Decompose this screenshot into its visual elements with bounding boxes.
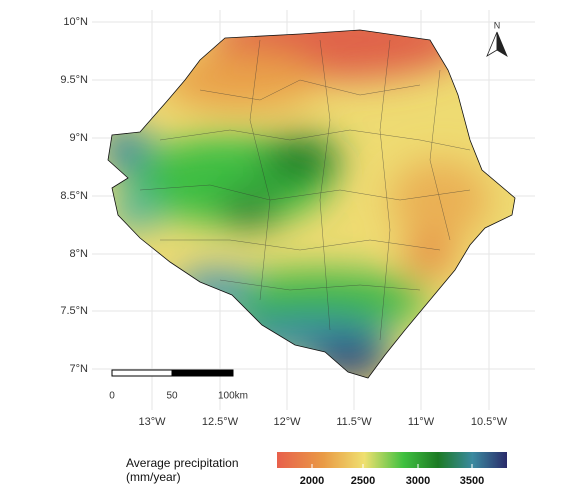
- y-tick-label: 9°N: [70, 132, 89, 144]
- legend-tick: 3000: [406, 475, 430, 487]
- legend-title: (mm/year): [126, 470, 181, 484]
- north-label: N: [494, 20, 501, 30]
- north-arrow: N: [486, 20, 508, 57]
- y-tick-label: 7°N: [70, 363, 89, 375]
- country-border: [107, 29, 516, 379]
- x-tick-label: 12.5°W: [202, 416, 239, 428]
- x-tick-label: 10.5°W: [471, 416, 508, 428]
- legend-tick: 3500: [460, 475, 484, 487]
- district-borders: [139, 39, 471, 341]
- legend: Average precipitation (mm/year) 2000 250…: [126, 452, 507, 487]
- scale-label: 0: [109, 391, 115, 402]
- precipitation-surface: [108, 30, 515, 378]
- legend-title: Average precipitation: [126, 456, 239, 470]
- x-tick-label: 11°W: [408, 416, 435, 428]
- scale-label: 100km: [218, 391, 248, 402]
- scale-bar: 0 50 100km: [109, 369, 248, 402]
- y-axis: 10°N 9.5°N 9°N 8.5°N 8°N 7.5°N 7°N: [60, 16, 88, 375]
- x-tick-label: 11.5°W: [336, 416, 372, 428]
- y-tick-label: 7.5°N: [60, 305, 88, 317]
- scale-label: 50: [166, 391, 178, 402]
- legend-tick: 2000: [300, 475, 324, 487]
- x-tick-label: 13°W: [138, 416, 166, 428]
- y-tick-label: 8°N: [70, 248, 89, 260]
- colorbar: [277, 452, 507, 468]
- x-tick-label: 12°W: [273, 416, 301, 428]
- x-axis: 13°W 12.5°W 12°W 11.5°W 11°W 10.5°W: [138, 416, 507, 428]
- y-tick-label: 9.5°N: [60, 74, 88, 86]
- legend-tick: 2500: [351, 475, 375, 487]
- y-tick-label: 10°N: [63, 16, 88, 28]
- y-tick-label: 8.5°N: [60, 190, 88, 202]
